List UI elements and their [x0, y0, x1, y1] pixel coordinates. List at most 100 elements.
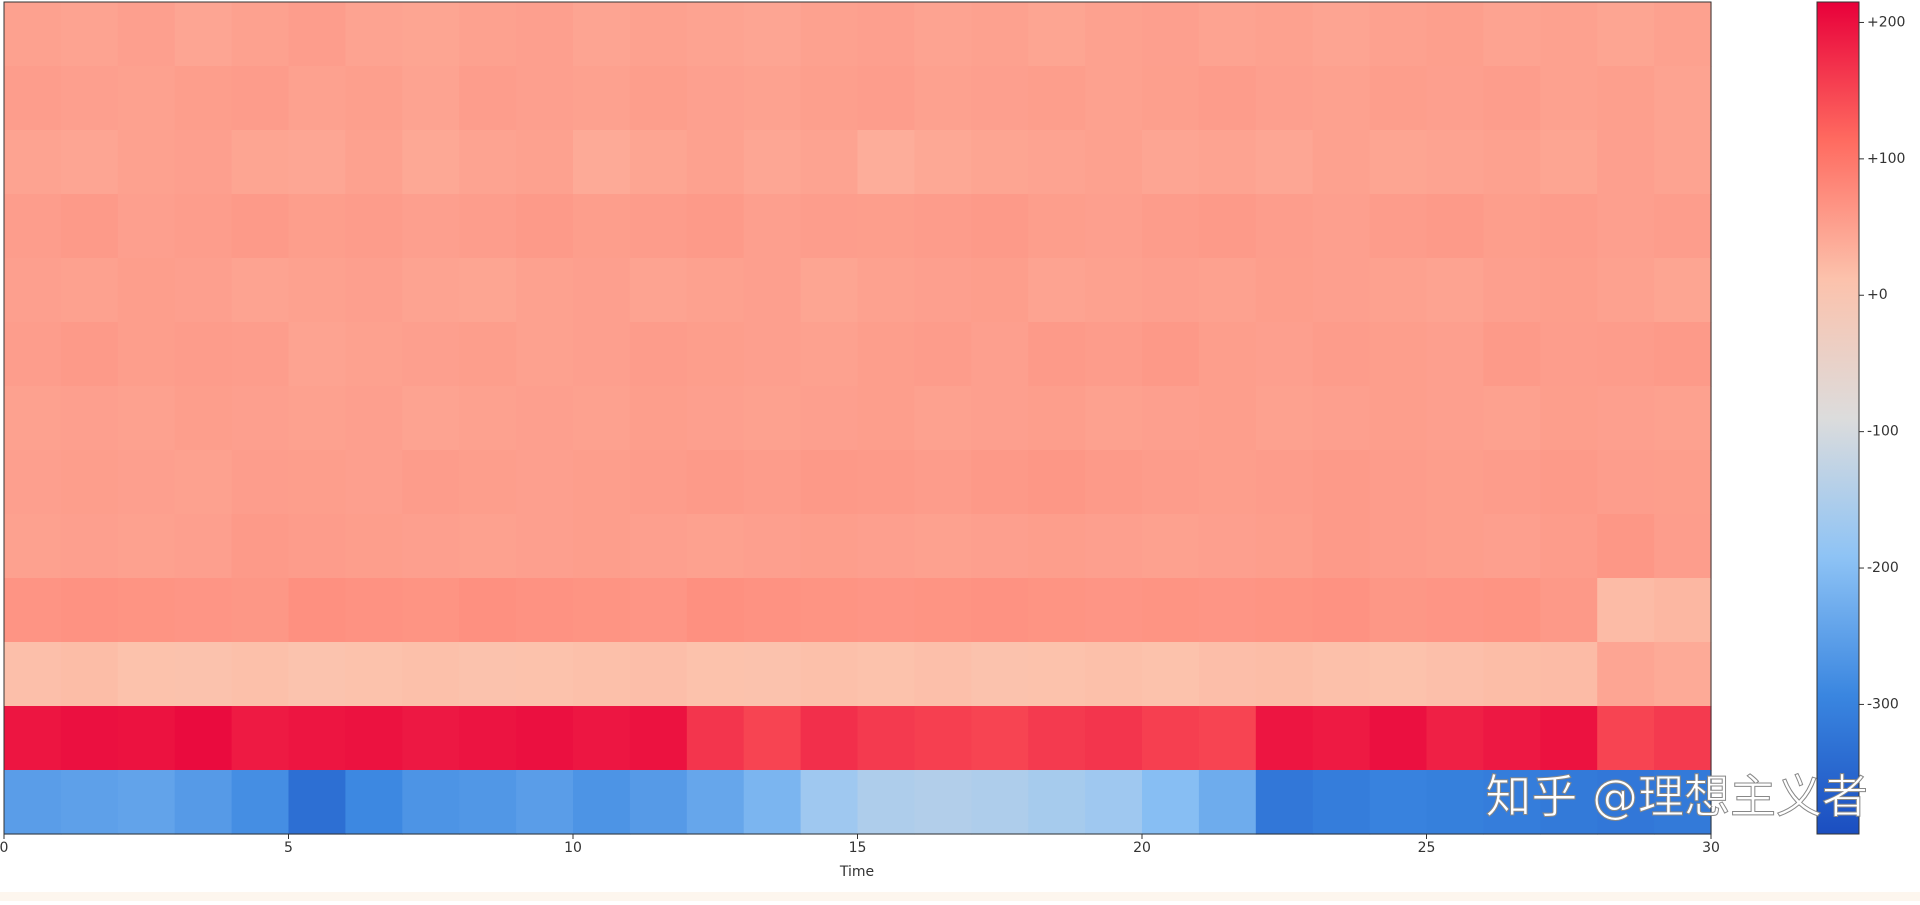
heatmap-cell: [1142, 66, 1200, 131]
heatmap-cell: [174, 66, 233, 131]
heatmap-cell: [629, 642, 688, 707]
heatmap-cell: [1597, 770, 1655, 835]
heatmap-cell: [1255, 258, 1314, 323]
heatmap-cell: [686, 322, 745, 387]
heatmap-cell: [686, 770, 745, 835]
heatmap-cell: [4, 258, 62, 323]
heatmap-cell: [288, 706, 346, 771]
heatmap-cell: [1426, 706, 1484, 771]
heatmap-cell: [914, 514, 972, 579]
heatmap-cell: [573, 258, 631, 323]
heatmap-cell: [1312, 706, 1371, 771]
heatmap-cell: [1142, 130, 1200, 195]
heatmap-cell: [516, 194, 574, 259]
heatmap-cell: [288, 66, 346, 131]
heatmap-cell: [629, 2, 688, 67]
heatmap-cell: [345, 770, 403, 835]
heatmap-cell: [914, 258, 972, 323]
heatmap-cell: [1085, 2, 1143, 67]
heatmap-cell: [857, 66, 915, 131]
heatmap-cell: [345, 258, 403, 323]
heatmap-cell: [1312, 194, 1371, 259]
heatmap-cell: [231, 450, 290, 515]
heatmap-cell: [231, 514, 290, 579]
x-tick-label: 30: [1702, 840, 1720, 856]
heatmap-cell: [402, 258, 460, 323]
x-tick-label: 20: [1133, 840, 1151, 856]
heatmap-cell: [914, 770, 972, 835]
heatmap-cell: [231, 2, 290, 67]
heatmap-cell: [1255, 194, 1314, 259]
heatmap-cell: [743, 66, 802, 131]
heatmap-cell: [459, 706, 517, 771]
heatmap-cell: [459, 322, 517, 387]
heatmap-cell: [402, 642, 460, 707]
heatmap-cell: [1085, 770, 1143, 835]
heatmap-cell: [4, 514, 62, 579]
heatmap-cell: [1654, 770, 1712, 835]
heatmap-cell: [686, 578, 745, 643]
x-axis-label: Time: [839, 864, 874, 880]
heatmap-cell: [174, 258, 233, 323]
heatmap-cell: [573, 706, 631, 771]
heatmap-cell: [686, 386, 745, 451]
heatmap-cell: [800, 386, 859, 451]
heatmap-cell: [402, 2, 460, 67]
x-tick-label: 5: [284, 840, 293, 856]
heatmap-cell: [1312, 770, 1371, 835]
heatmap-cell: [1540, 386, 1598, 451]
heatmap-cell: [743, 578, 802, 643]
heatmap-cell: [1142, 194, 1200, 259]
heatmap-cell: [914, 2, 972, 67]
heatmap-cell: [1654, 130, 1712, 195]
heatmap-cell: [1198, 130, 1257, 195]
heatmap-cell: [971, 386, 1029, 451]
heatmap-cell: [288, 130, 346, 195]
heatmap: [4, 2, 1712, 835]
heatmap-cell: [1540, 770, 1598, 835]
heatmap-cell: [1028, 66, 1086, 131]
heatmap-cell: [174, 194, 233, 259]
heatmap-cell: [573, 514, 631, 579]
heatmap-cell: [4, 450, 62, 515]
heatmap-cell: [1540, 130, 1598, 195]
heatmap-cell: [1483, 770, 1541, 835]
heatmap-cell: [231, 194, 290, 259]
heatmap-cell: [1369, 514, 1428, 579]
bottom-strip: [0, 892, 1920, 901]
heatmap-cell: [686, 2, 745, 67]
heatmap-cell: [4, 770, 62, 835]
heatmap-cell: [1597, 578, 1655, 643]
heatmap-cell: [800, 450, 859, 515]
heatmap-cell: [1540, 2, 1598, 67]
heatmap-cell: [914, 322, 972, 387]
heatmap-cell: [1426, 770, 1484, 835]
heatmap-cell: [857, 194, 915, 259]
heatmap-cell: [573, 194, 631, 259]
heatmap-cell: [800, 578, 859, 643]
heatmap-cell: [459, 386, 517, 451]
heatmap-cell: [231, 642, 290, 707]
heatmap-cell: [1483, 2, 1541, 67]
heatmap-cell: [573, 642, 631, 707]
heatmap-cell: [1597, 514, 1655, 579]
heatmap-cell: [516, 642, 574, 707]
colorbar-tick-label: +0: [1867, 287, 1888, 303]
heatmap-cell: [1369, 450, 1428, 515]
heatmap-cell: [345, 450, 403, 515]
heatmap-cell: [459, 194, 517, 259]
heatmap-cell: [1198, 450, 1257, 515]
heatmap-cell: [1426, 578, 1484, 643]
heatmap-cell: [1255, 66, 1314, 131]
heatmap-cell: [800, 258, 859, 323]
heatmap-cell: [459, 770, 517, 835]
heatmap-cell: [573, 450, 631, 515]
heatmap-cell: [1597, 706, 1655, 771]
heatmap-cell: [117, 322, 176, 387]
x-tick-label: 10: [564, 840, 582, 856]
heatmap-cell: [345, 194, 403, 259]
heatmap-cell: [1255, 514, 1314, 579]
heatmap-cell: [914, 130, 972, 195]
heatmap-cell: [1369, 130, 1428, 195]
heatmap-cell: [629, 130, 688, 195]
